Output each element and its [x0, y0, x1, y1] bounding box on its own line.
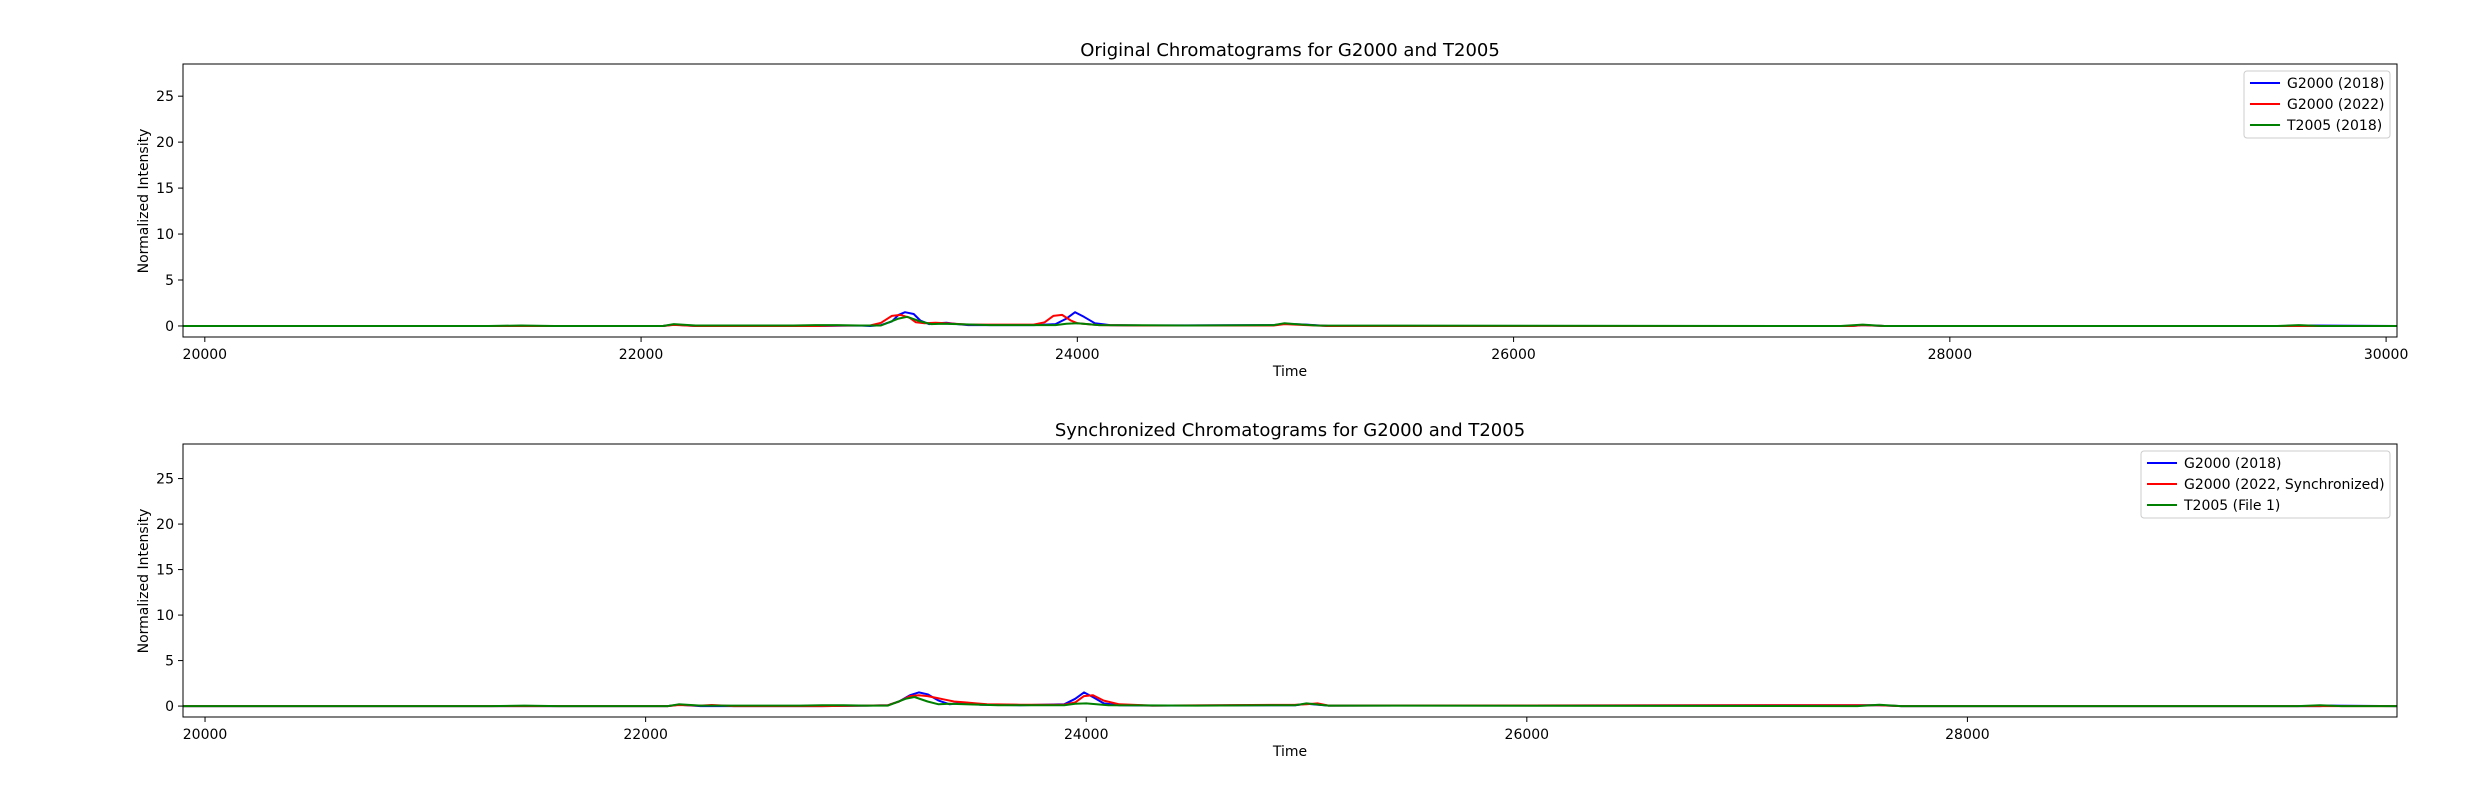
y-tick-label: 20 — [156, 517, 174, 533]
series-line-t2005-file-1 — [183, 696, 2397, 708]
legend-label: T2005 (2018) — [2286, 118, 2382, 134]
x-tick-label: 28000 — [1945, 727, 1990, 743]
y-axis-ticks: 0 5 10 15 20 25 — [156, 89, 183, 335]
x-axis-label: Time — [1272, 744, 1307, 760]
y-axis-label: Normalized Intensity — [136, 509, 152, 654]
y-tick-label: 15 — [156, 181, 174, 197]
series-lines — [183, 311, 2398, 327]
series-line-t2005-2018 — [183, 315, 2397, 327]
synchronized-chromatograms-chart: Synchronized Chromatograms for G2000 and… — [136, 420, 2398, 760]
x-axis-ticks: 20000 22000 24000 26000 28000 — [183, 717, 1990, 743]
legend-box — [2243, 70, 2391, 139]
legend-label: G2000 (2022) — [2287, 97, 2384, 113]
legend: G2000 (2018) G2000 (2022, Synchronized) … — [2140, 450, 2391, 519]
legend-label: T2005 (File 1) — [2183, 498, 2280, 514]
y-tick-label: 25 — [156, 472, 174, 488]
legend-label: G2000 (2018) — [2287, 76, 2384, 92]
y-axis-label: Normalized Intensity — [136, 129, 152, 274]
plot-frame — [182, 443, 2398, 718]
y-axis-ticks: 0 5 10 15 20 25 — [156, 472, 183, 715]
x-axis-label: Time — [1272, 364, 1307, 380]
y-tick-label: 10 — [156, 227, 174, 243]
x-tick-label: 26000 — [1491, 347, 1536, 363]
chart-title: Synchronized Chromatograms for G2000 and… — [1055, 420, 1525, 441]
legend-box — [2140, 450, 2391, 519]
y-tick-label: 15 — [156, 563, 174, 579]
x-tick-label: 22000 — [619, 347, 664, 363]
legend: G2000 (2018) G2000 (2022) T2005 (2018) — [2243, 70, 2391, 139]
y-tick-label: 25 — [156, 89, 174, 105]
series-lines — [183, 691, 2398, 708]
y-tick-label: 10 — [156, 608, 174, 624]
plot-frame — [182, 63, 2398, 338]
x-tick-label: 20000 — [183, 347, 228, 363]
legend-label: G2000 (2022, Synchronized) — [2184, 477, 2385, 493]
x-tick-label: 30000 — [2364, 347, 2409, 363]
x-tick-label: 20000 — [183, 727, 228, 743]
x-tick-label: 28000 — [1928, 347, 1973, 363]
y-tick-label: 5 — [165, 654, 174, 670]
x-tick-label: 24000 — [1064, 727, 1109, 743]
x-axis-ticks: 20000 22000 24000 26000 28000 30000 — [183, 337, 2409, 363]
x-tick-label: 26000 — [1505, 727, 1550, 743]
chart-title: Original Chromatograms for G2000 and T20… — [1080, 40, 1500, 61]
x-tick-label: 24000 — [1055, 347, 1100, 363]
original-chromatograms-chart: Original Chromatograms for G2000 and T20… — [136, 40, 2408, 380]
y-tick-label: 0 — [165, 699, 174, 715]
y-tick-label: 20 — [156, 135, 174, 151]
x-tick-label: 22000 — [623, 727, 668, 743]
y-tick-label: 0 — [165, 319, 174, 335]
y-tick-label: 5 — [165, 273, 174, 289]
legend-label: G2000 (2018) — [2184, 456, 2281, 472]
